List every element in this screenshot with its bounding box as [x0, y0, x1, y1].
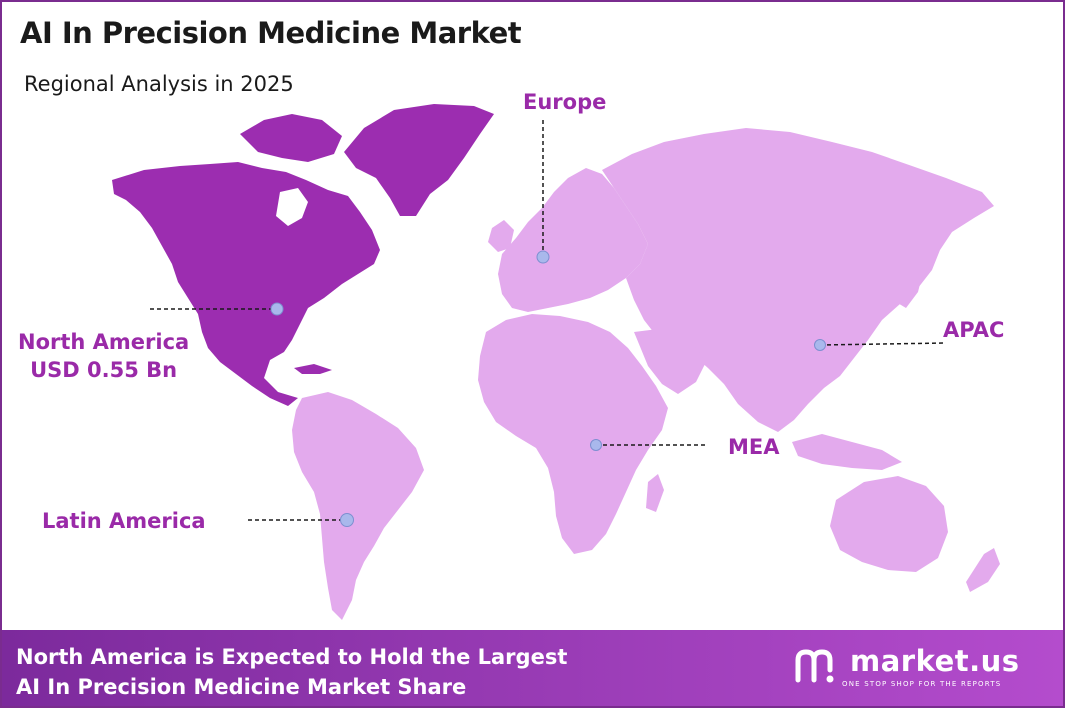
latin-america-label: Latin America: [42, 509, 206, 533]
apac-marker: [814, 339, 826, 351]
mea-marker: [590, 439, 602, 451]
footer-text: North America is Expected to Hold the La…: [16, 642, 567, 702]
footer-line-1: North America is Expected to Hold the La…: [16, 645, 568, 669]
british-isles: [488, 220, 514, 252]
north-america-label: North America USD 0.55 Bn: [18, 328, 189, 384]
greenland-landmass: [344, 104, 494, 216]
apac-label: APAC: [943, 318, 1005, 342]
arctic-islands-landmass: [240, 114, 342, 162]
page-title: AI In Precision Medicine Market: [20, 16, 522, 50]
brand-tagline: ONE STOP SHOP FOR THE REPORTS: [842, 680, 1002, 688]
north-america-value: USD 0.55 Bn: [30, 358, 178, 382]
madagascar-island: [646, 474, 664, 512]
europe-label: Europe: [523, 90, 607, 114]
footer-line-2: AI In Precision Medicine Market Share: [16, 675, 467, 699]
brand-name: market.us: [850, 644, 1020, 678]
asia-landmass: [602, 128, 994, 432]
market-us-logo-icon: [795, 649, 834, 683]
caribbean-islands: [294, 364, 332, 374]
southeast-asia-islands: [792, 434, 902, 470]
south-america-landmass: [292, 392, 424, 620]
mea-label: MEA: [728, 435, 780, 459]
africa-landmass: [478, 314, 668, 554]
arabia-landmass: [634, 328, 706, 394]
hudson-bay: [276, 188, 308, 226]
north-america-marker: [270, 302, 284, 316]
north-america-name: North America: [18, 330, 190, 354]
latin-america-marker: [340, 513, 354, 527]
australia-landmass: [830, 476, 948, 572]
world-map: [112, 104, 1000, 620]
brand-logo: market.us ONE STOP SHOP FOR THE REPORTS: [792, 644, 1052, 694]
new-zealand-islands: [966, 548, 1000, 592]
europe-landmass: [498, 168, 648, 312]
page-subtitle: Regional Analysis in 2025: [24, 72, 294, 96]
europe-marker: [536, 250, 550, 264]
japan-islands: [896, 258, 924, 308]
north-america-landmass: [112, 162, 380, 406]
apac-leader-line: [819, 342, 947, 346]
footer-banner: North America is Expected to Hold the La…: [2, 630, 1063, 706]
